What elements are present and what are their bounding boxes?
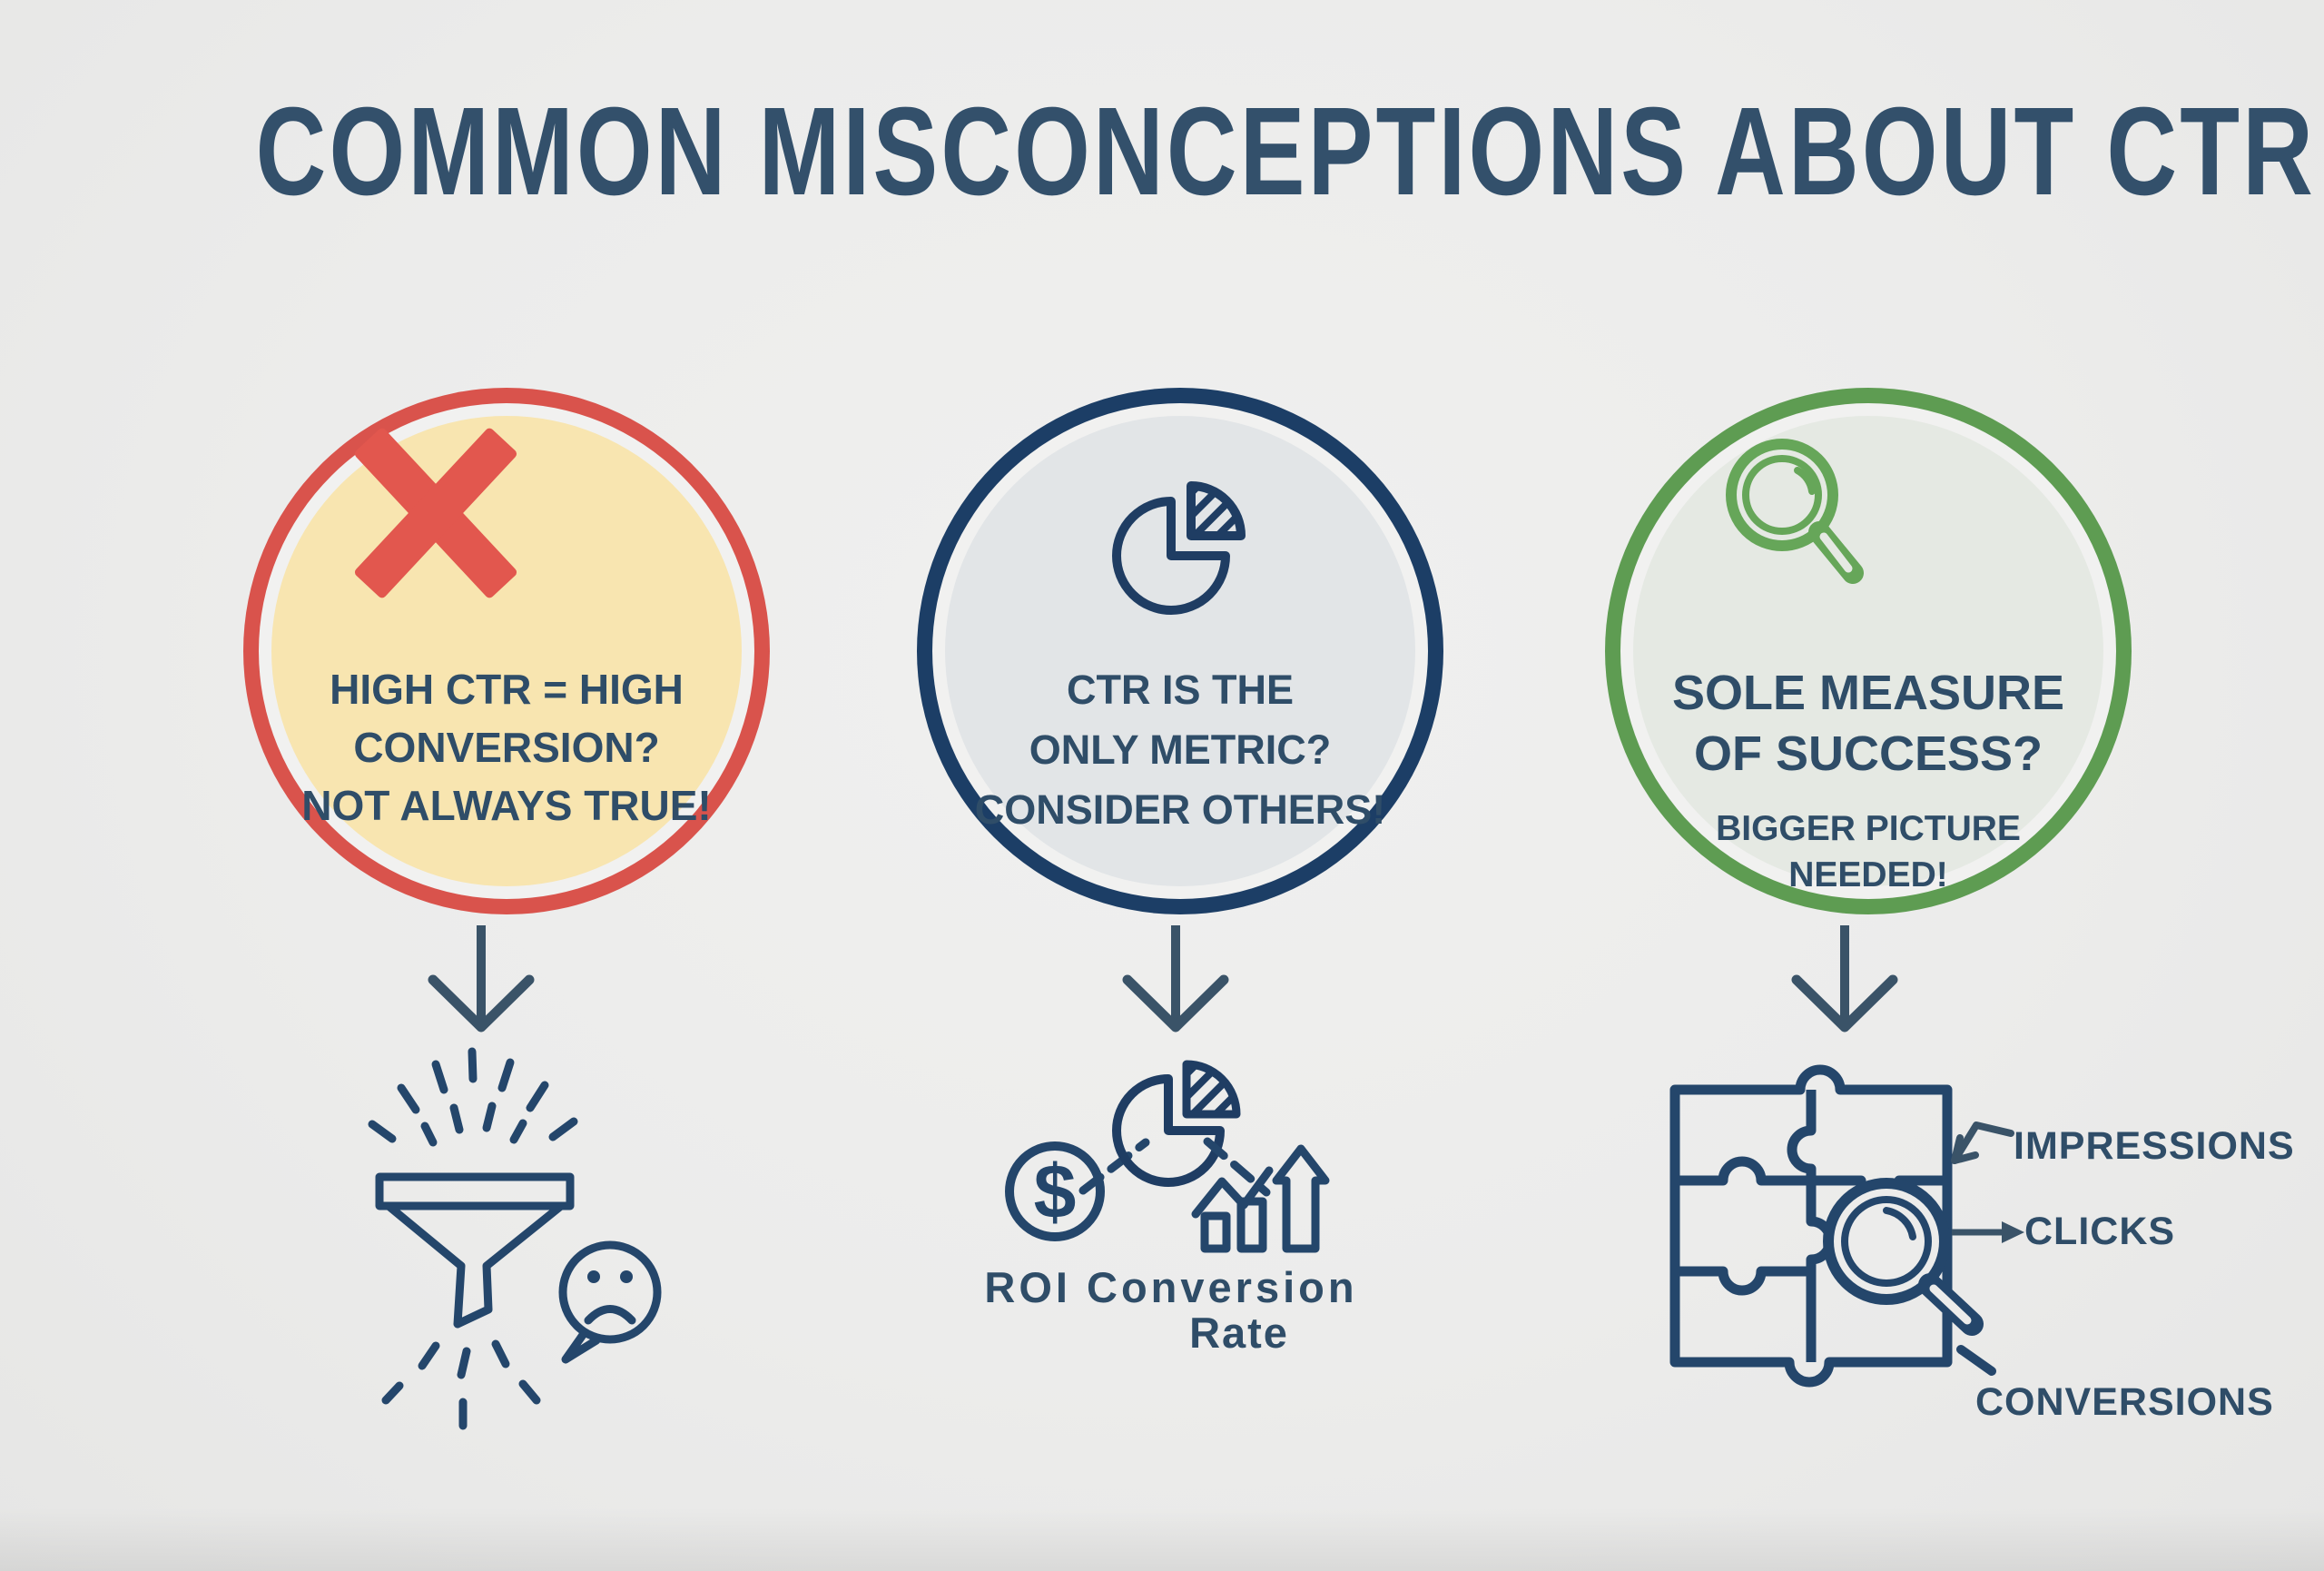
conversions-label: CONVERSIONS xyxy=(1975,1380,2274,1424)
funnel-icon xyxy=(375,1172,575,1329)
misconception-line: OF SUCCESS? xyxy=(1693,726,2043,781)
misconception-line: CTR IS THE xyxy=(1066,667,1294,713)
dashed-connector xyxy=(1078,1138,1150,1195)
misconception-line: SOLE MEASURE xyxy=(1671,666,2065,720)
page-title: COMMON MISCONCEPTIONS ABOUT CTR xyxy=(255,82,2316,222)
magnifying-glass-icon xyxy=(1823,1178,1984,1336)
misconception-line: HIGH CTR = HIGH xyxy=(330,666,684,713)
down-arrow-icon xyxy=(1122,925,1229,1033)
magnifying-glass-icon xyxy=(1726,439,1864,584)
misconception-text: SOLE MEASURE OF SUCCESS? xyxy=(1605,663,2132,785)
dashed-connector xyxy=(1203,1137,1271,1197)
conversions-pointer-line xyxy=(1956,1345,1996,1376)
down-arrow-icon xyxy=(1791,925,1898,1033)
growth-bars-arrow-icon xyxy=(1191,1144,1330,1253)
dollar-coin-icon: $ xyxy=(1005,1141,1105,1241)
misconception-line: NOT ALWAYS TRUE! xyxy=(301,782,712,829)
rate-label: Rate xyxy=(1189,1309,1289,1357)
misconception-circle-sole-measure: SOLE MEASURE OF SUCCESS? BIGGER PICTURE … xyxy=(1605,388,2132,914)
circle-fill xyxy=(271,416,742,886)
x-mark-icon xyxy=(354,428,517,598)
misconception-line: ONLY METRIC? xyxy=(1029,726,1332,773)
impressions-label: IMPRESSIONS xyxy=(2014,1124,2295,1168)
misconception-subline: NEEDED! xyxy=(1788,855,1948,894)
roi-illustration: $ xyxy=(1005,1060,1330,1253)
funnel-illustration xyxy=(368,1047,662,1430)
misconception-line: CONSIDER OTHERS! xyxy=(974,786,1386,833)
svg-text:$: $ xyxy=(1034,1149,1077,1234)
misconception-circle-high-ctr: HIGH CTR = HIGH CONVERSION? NOT ALWAYS T… xyxy=(243,388,770,914)
clicks-label: CLICKS xyxy=(2024,1210,2176,1253)
misconception-line: CONVERSION? xyxy=(353,724,660,771)
exploded-pie-chart-icon xyxy=(1112,1060,1241,1187)
sad-face-speech-bubble-icon xyxy=(558,1240,662,1364)
misconception-subline: BIGGER PICTURE xyxy=(1716,809,2021,848)
clicks-arrow-icon xyxy=(1952,1221,2024,1243)
misconception-circle-only-metric: CTR IS THE ONLY METRIC? CONSIDER OTHERS! xyxy=(917,388,1443,914)
spark-lines-icon xyxy=(381,1339,541,1430)
roi-conversion-label: ROI Conversion xyxy=(984,1263,1358,1311)
pie-chart-icon xyxy=(1112,481,1246,615)
misconception-text: CTR IS THE ONLY METRIC? CONSIDER OTHERS! xyxy=(917,660,1443,840)
circle-fill xyxy=(945,416,1415,886)
puzzle-illustration xyxy=(1669,1064,2024,1388)
spark-lines-icon xyxy=(368,1047,578,1147)
circle-fill xyxy=(1633,416,2103,886)
impressions-arrow-icon xyxy=(1951,1121,2014,1164)
misconception-subtext: BIGGER PICTURE NEEDED! xyxy=(1605,805,2132,898)
misconception-text: HIGH CTR = HIGH CONVERSION? NOT ALWAYS T… xyxy=(243,660,770,835)
down-arrow-icon xyxy=(428,925,535,1033)
